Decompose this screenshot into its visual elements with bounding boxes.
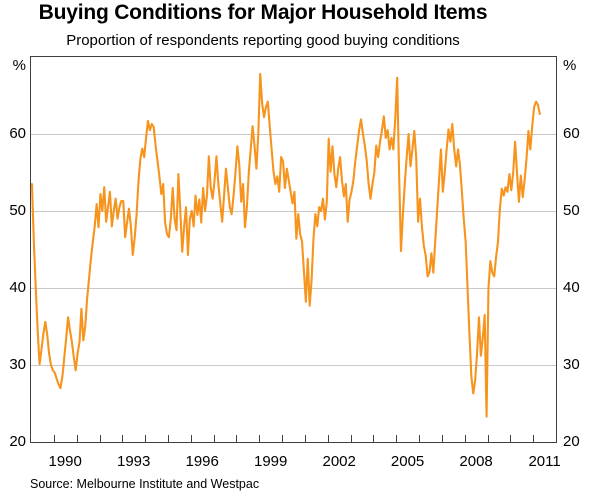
page-subtitle: Proportion of respondents reporting good… — [66, 32, 460, 49]
y-axis-tick-label-right: 20 — [563, 433, 580, 450]
source-note: Source: Melbourne Institute and Westpac — [30, 477, 260, 491]
x-axis-tick — [327, 435, 329, 442]
x-axis-year-label: 1999 — [254, 453, 288, 470]
x-axis-tick — [99, 435, 101, 442]
y-axis-unit-left: % — [12, 57, 26, 74]
x-axis-tick — [190, 435, 192, 442]
x-axis-tick — [533, 435, 535, 442]
series-line-buying-conditions — [31, 72, 541, 418]
x-axis-tick — [304, 435, 306, 442]
gridline — [31, 287, 556, 289]
y-axis-tick-label-left: 30 — [9, 356, 26, 373]
x-axis-tick — [464, 435, 466, 442]
y-axis-tick-label-right: 60 — [563, 125, 580, 142]
y-axis-tick-label-left: 20 — [9, 433, 26, 450]
x-axis-tick — [53, 435, 55, 442]
y-axis-tick-label-right: 40 — [563, 279, 580, 296]
y-axis-tick-label-left: 60 — [9, 125, 26, 142]
x-axis-year-label: 2005 — [390, 453, 425, 470]
x-axis-tick — [350, 435, 352, 442]
x-axis-tick — [236, 435, 238, 442]
x-axis-tick — [282, 435, 284, 442]
x-axis-tick — [373, 435, 375, 442]
x-axis-tick — [168, 435, 169, 442]
page-title: Buying Conditions for Major Household It… — [38, 1, 488, 24]
x-axis-tick — [487, 435, 489, 442]
x-axis-year-label: 2011 — [528, 453, 561, 470]
plot-frame — [30, 56, 557, 443]
y-axis-tick-label-left: 50 — [9, 202, 26, 219]
gridline — [31, 133, 556, 135]
x-axis-year-label: 2008 — [459, 453, 493, 470]
x-axis-tick — [510, 435, 512, 442]
x-axis-tick — [441, 435, 443, 442]
y-axis-tick-label-right: 50 — [563, 202, 580, 219]
x-axis-year-label: 1993 — [117, 453, 151, 470]
x-axis-tick — [213, 435, 215, 442]
x-axis-tick — [122, 435, 124, 442]
x-axis-tick — [145, 435, 147, 442]
gridline — [31, 364, 556, 366]
x-axis-tick — [76, 435, 78, 442]
y-axis-tick-label-left: 40 — [9, 279, 26, 296]
line-chart — [31, 72, 541, 418]
x-axis-tick — [259, 435, 261, 442]
x-axis-year-label: 2002 — [322, 453, 356, 470]
y-axis-unit-right: % — [563, 57, 577, 74]
x-axis-tick — [396, 435, 398, 442]
x-axis-year-label: 1990 — [48, 453, 82, 470]
x-axis-year-label: 1996 — [185, 453, 219, 470]
gridline — [31, 210, 556, 212]
x-axis-tick — [419, 435, 420, 442]
y-axis-tick-label-right: 30 — [563, 356, 580, 373]
